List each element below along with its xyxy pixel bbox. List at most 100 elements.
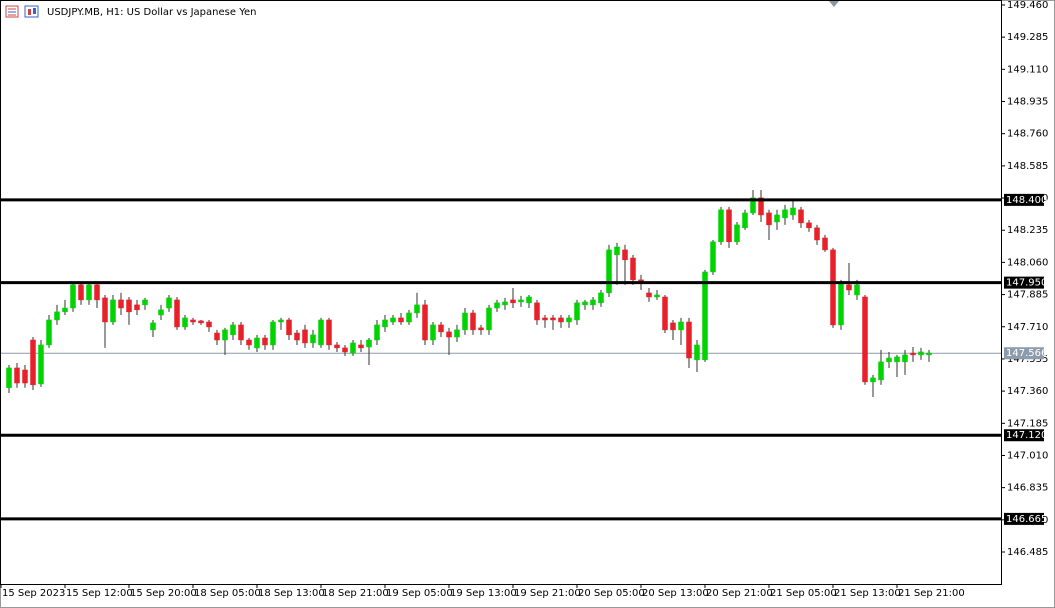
candle-body [726, 209, 732, 243]
candle-body [366, 339, 372, 348]
candle-body [190, 319, 196, 323]
candle-body [782, 209, 788, 219]
candle-body [206, 321, 212, 328]
y-tick-label: 148.585 [1007, 161, 1048, 172]
level-label-box [1004, 276, 1044, 289]
y-tick-label: 147.185 [1007, 418, 1048, 429]
x-tick-label: 20 Sep 05:00 [578, 588, 645, 599]
candle-body [542, 317, 548, 321]
candle-body [926, 352, 932, 356]
candle-body [790, 207, 796, 216]
level-label-box [1004, 429, 1044, 442]
candle-body [662, 296, 668, 331]
candle-body [646, 292, 652, 298]
y-tick-label: 147.885 [1007, 290, 1048, 301]
x-tick-label: 19 Sep 21:00 [514, 588, 581, 599]
candle-body [126, 299, 132, 313]
candle-body [654, 294, 660, 298]
candle-body [614, 246, 620, 256]
candle-body [302, 329, 308, 344]
x-tick-label: 15 Sep 12:00 [66, 588, 133, 599]
chart-title: USDJPY.MB, H1: US Dollar vs Japanese Yen [47, 7, 256, 18]
y-tick-label: 148.235 [1007, 225, 1048, 236]
candle-body [438, 324, 444, 333]
candle-body [886, 357, 892, 363]
candle-body [862, 296, 868, 383]
candle-body [182, 317, 188, 328]
candle-body [518, 299, 524, 303]
candle-body [390, 317, 396, 323]
candle-body [534, 302, 540, 321]
y-tick-label: 148.760 [1007, 129, 1048, 140]
candle-body [286, 319, 292, 336]
x-tick-label: 18 Sep 21:00 [322, 588, 389, 599]
candle-body [742, 212, 748, 229]
candle-body [558, 317, 564, 323]
candle-body [766, 212, 772, 226]
candle-body [62, 307, 68, 313]
candle-body [854, 284, 860, 296]
candle-body [846, 284, 852, 291]
candle-body [622, 249, 628, 261]
candle-body [14, 367, 20, 384]
candle-body [222, 329, 228, 341]
y-tick-label: 146.835 [1007, 483, 1048, 494]
candle-body [910, 352, 916, 356]
candle-body [414, 304, 420, 314]
x-tick-label: 15 Sep 2023 [2, 588, 65, 599]
y-tick-label: 147.535 [1007, 354, 1048, 365]
candle-body [470, 312, 476, 331]
candle-body [406, 312, 412, 323]
candle-body [838, 282, 844, 326]
plot-border [0, 0, 1002, 585]
candle-body [758, 197, 764, 216]
candle-body [166, 297, 172, 309]
candle-body [6, 367, 12, 389]
candle-body [750, 197, 756, 214]
candle-body [70, 284, 76, 309]
candle-body [710, 241, 716, 273]
y-tick-label: 146.485 [1007, 547, 1048, 558]
candle-body [278, 319, 284, 323]
shift-marker [829, 1, 839, 7]
candle-body [86, 284, 92, 301]
candle-body [598, 292, 604, 304]
candle-body [254, 337, 260, 349]
candle-body [94, 284, 100, 301]
candle-body [334, 344, 340, 349]
level-label: 147.950 [1006, 278, 1047, 289]
candle-body [158, 309, 164, 316]
candle-body [246, 339, 252, 346]
candle-body [590, 299, 596, 306]
candle-body [78, 284, 84, 301]
candle-body [22, 369, 28, 384]
candle-body [870, 377, 876, 383]
x-tick-label: 19 Sep 05:00 [386, 588, 453, 599]
candle-body [702, 271, 708, 361]
candle-body [814, 227, 820, 241]
candle-body [110, 299, 116, 323]
candle-body [718, 209, 724, 243]
candle-body [294, 332, 300, 341]
y-tick-label: 149.285 [1007, 32, 1048, 43]
candle-body [382, 319, 388, 328]
x-tick-label: 21 Sep 05:00 [770, 588, 837, 599]
last-price-box [1004, 347, 1044, 360]
y-tick-label: 147.710 [1007, 322, 1048, 333]
last-price-label: 147.566 [1006, 348, 1047, 359]
candle-body [318, 319, 324, 346]
y-tick-label: 149.110 [1007, 64, 1048, 75]
candle-body [806, 222, 812, 229]
candle-body [430, 324, 436, 341]
candle-body [510, 299, 516, 304]
candle-body [878, 361, 884, 381]
x-tick-label: 21 Sep 21:00 [898, 588, 965, 599]
candle-body [894, 356, 900, 363]
candle-body [798, 209, 804, 224]
y-tick-label: 149.460 [1007, 0, 1048, 11]
y-tick-label: 147.010 [1007, 450, 1048, 461]
level-label-box [1004, 512, 1044, 525]
